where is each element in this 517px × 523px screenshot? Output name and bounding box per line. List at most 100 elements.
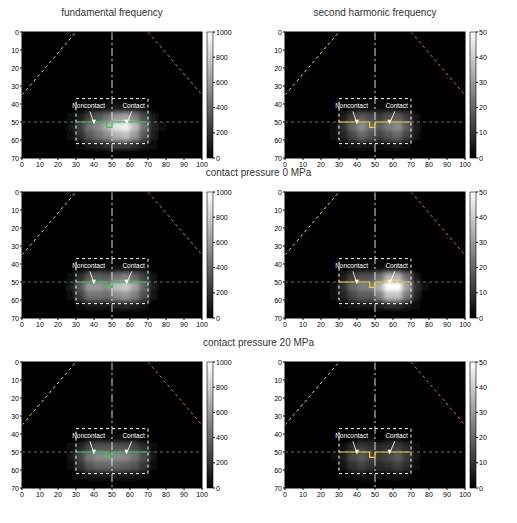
x-tick bbox=[375, 488, 376, 490]
cell bbox=[157, 113, 167, 123]
y-tick-label: 50 bbox=[11, 449, 19, 456]
cell bbox=[130, 300, 140, 310]
y-tick-label: 10 bbox=[11, 47, 19, 54]
cell bbox=[411, 300, 421, 310]
x-tick bbox=[393, 158, 394, 160]
cell bbox=[411, 452, 421, 462]
arrow-head bbox=[124, 450, 128, 454]
y-tick bbox=[283, 362, 285, 363]
cell bbox=[393, 300, 403, 310]
x-tick bbox=[303, 158, 304, 160]
x-tick-label: 10 bbox=[299, 161, 307, 168]
colorbar bbox=[207, 362, 213, 488]
x-tick-label: 80 bbox=[425, 321, 433, 328]
cell bbox=[58, 434, 68, 444]
x-tick bbox=[411, 158, 412, 160]
x-tick-label: 100 bbox=[196, 161, 208, 168]
cell bbox=[384, 131, 394, 141]
plot-background bbox=[22, 362, 202, 488]
contact-interface bbox=[339, 282, 411, 287]
x-tick bbox=[375, 158, 376, 160]
y-tick-label: 0 bbox=[278, 29, 282, 36]
cell bbox=[67, 131, 77, 141]
cell bbox=[121, 131, 131, 141]
cell bbox=[112, 104, 122, 114]
cell bbox=[366, 273, 376, 283]
y-tick bbox=[283, 86, 285, 87]
y-tick bbox=[20, 158, 22, 159]
x-tick-label: 30 bbox=[72, 491, 80, 498]
y-tick bbox=[20, 86, 22, 87]
cell bbox=[366, 470, 376, 480]
x-tick bbox=[303, 318, 304, 320]
x-tick bbox=[411, 318, 412, 320]
arrow-head bbox=[92, 450, 96, 454]
cell bbox=[121, 122, 131, 132]
y-tick bbox=[283, 68, 285, 69]
cell bbox=[366, 300, 376, 310]
colorbar-tick-label: 600 bbox=[216, 79, 228, 86]
y-tick bbox=[20, 282, 22, 283]
colorbar-tick bbox=[476, 242, 478, 243]
cell bbox=[366, 291, 376, 301]
cell bbox=[339, 282, 349, 292]
cell bbox=[130, 291, 140, 301]
cells bbox=[321, 264, 430, 310]
colorbar-tick-label: 600 bbox=[216, 409, 228, 416]
x-tick-label: 90 bbox=[443, 491, 451, 498]
cell bbox=[330, 470, 340, 480]
cell bbox=[375, 452, 385, 462]
panel: NoncontactContact01020304050607080901000… bbox=[11, 29, 231, 169]
colorbar-tick bbox=[213, 462, 215, 463]
x-tick-label: 0 bbox=[20, 161, 24, 168]
cell bbox=[112, 122, 122, 132]
cell bbox=[157, 470, 167, 480]
x-tick-label: 30 bbox=[335, 491, 343, 498]
cell bbox=[67, 122, 77, 132]
cell bbox=[157, 461, 167, 471]
probe-right bbox=[148, 32, 202, 95]
probe-right bbox=[411, 362, 465, 425]
x-tick bbox=[166, 318, 167, 320]
x-tick bbox=[202, 488, 203, 490]
y-tick-label: 30 bbox=[274, 243, 282, 250]
cell bbox=[157, 140, 167, 150]
probe-left bbox=[285, 362, 339, 425]
cells bbox=[321, 104, 430, 150]
cell bbox=[321, 273, 331, 283]
arrow-head bbox=[92, 280, 96, 284]
cell bbox=[76, 140, 86, 150]
probe-right bbox=[411, 32, 465, 95]
annotation: Contact bbox=[122, 432, 145, 439]
cell bbox=[130, 273, 140, 283]
annotation: Contact bbox=[122, 262, 145, 269]
y-tick bbox=[283, 192, 285, 193]
cell bbox=[121, 300, 131, 310]
cell bbox=[321, 452, 331, 462]
x-tick bbox=[76, 488, 77, 490]
x-tick-label: 40 bbox=[90, 491, 98, 498]
cell bbox=[121, 291, 131, 301]
panel: NoncontactContact01020304050607080901000… bbox=[11, 189, 231, 329]
x-tick bbox=[429, 318, 430, 320]
panel: NoncontactContact01020304050607080901000… bbox=[274, 29, 487, 169]
cell bbox=[384, 300, 394, 310]
cell bbox=[148, 264, 158, 274]
cell bbox=[330, 131, 340, 141]
x-tick bbox=[429, 158, 430, 160]
y-tick-label: 70 bbox=[274, 315, 282, 322]
plot-area bbox=[285, 192, 465, 318]
cell bbox=[103, 273, 113, 283]
cell bbox=[357, 282, 367, 292]
cell bbox=[375, 122, 385, 132]
x-tick bbox=[40, 158, 41, 160]
y-tick bbox=[283, 398, 285, 399]
cell bbox=[366, 282, 376, 292]
colorbar-tick bbox=[213, 242, 215, 243]
colorbar-tick bbox=[213, 318, 215, 319]
cell bbox=[139, 300, 149, 310]
arrow-head bbox=[387, 120, 391, 124]
y-tick bbox=[20, 318, 22, 319]
cell bbox=[384, 291, 394, 301]
x-tick-label: 30 bbox=[72, 321, 80, 328]
